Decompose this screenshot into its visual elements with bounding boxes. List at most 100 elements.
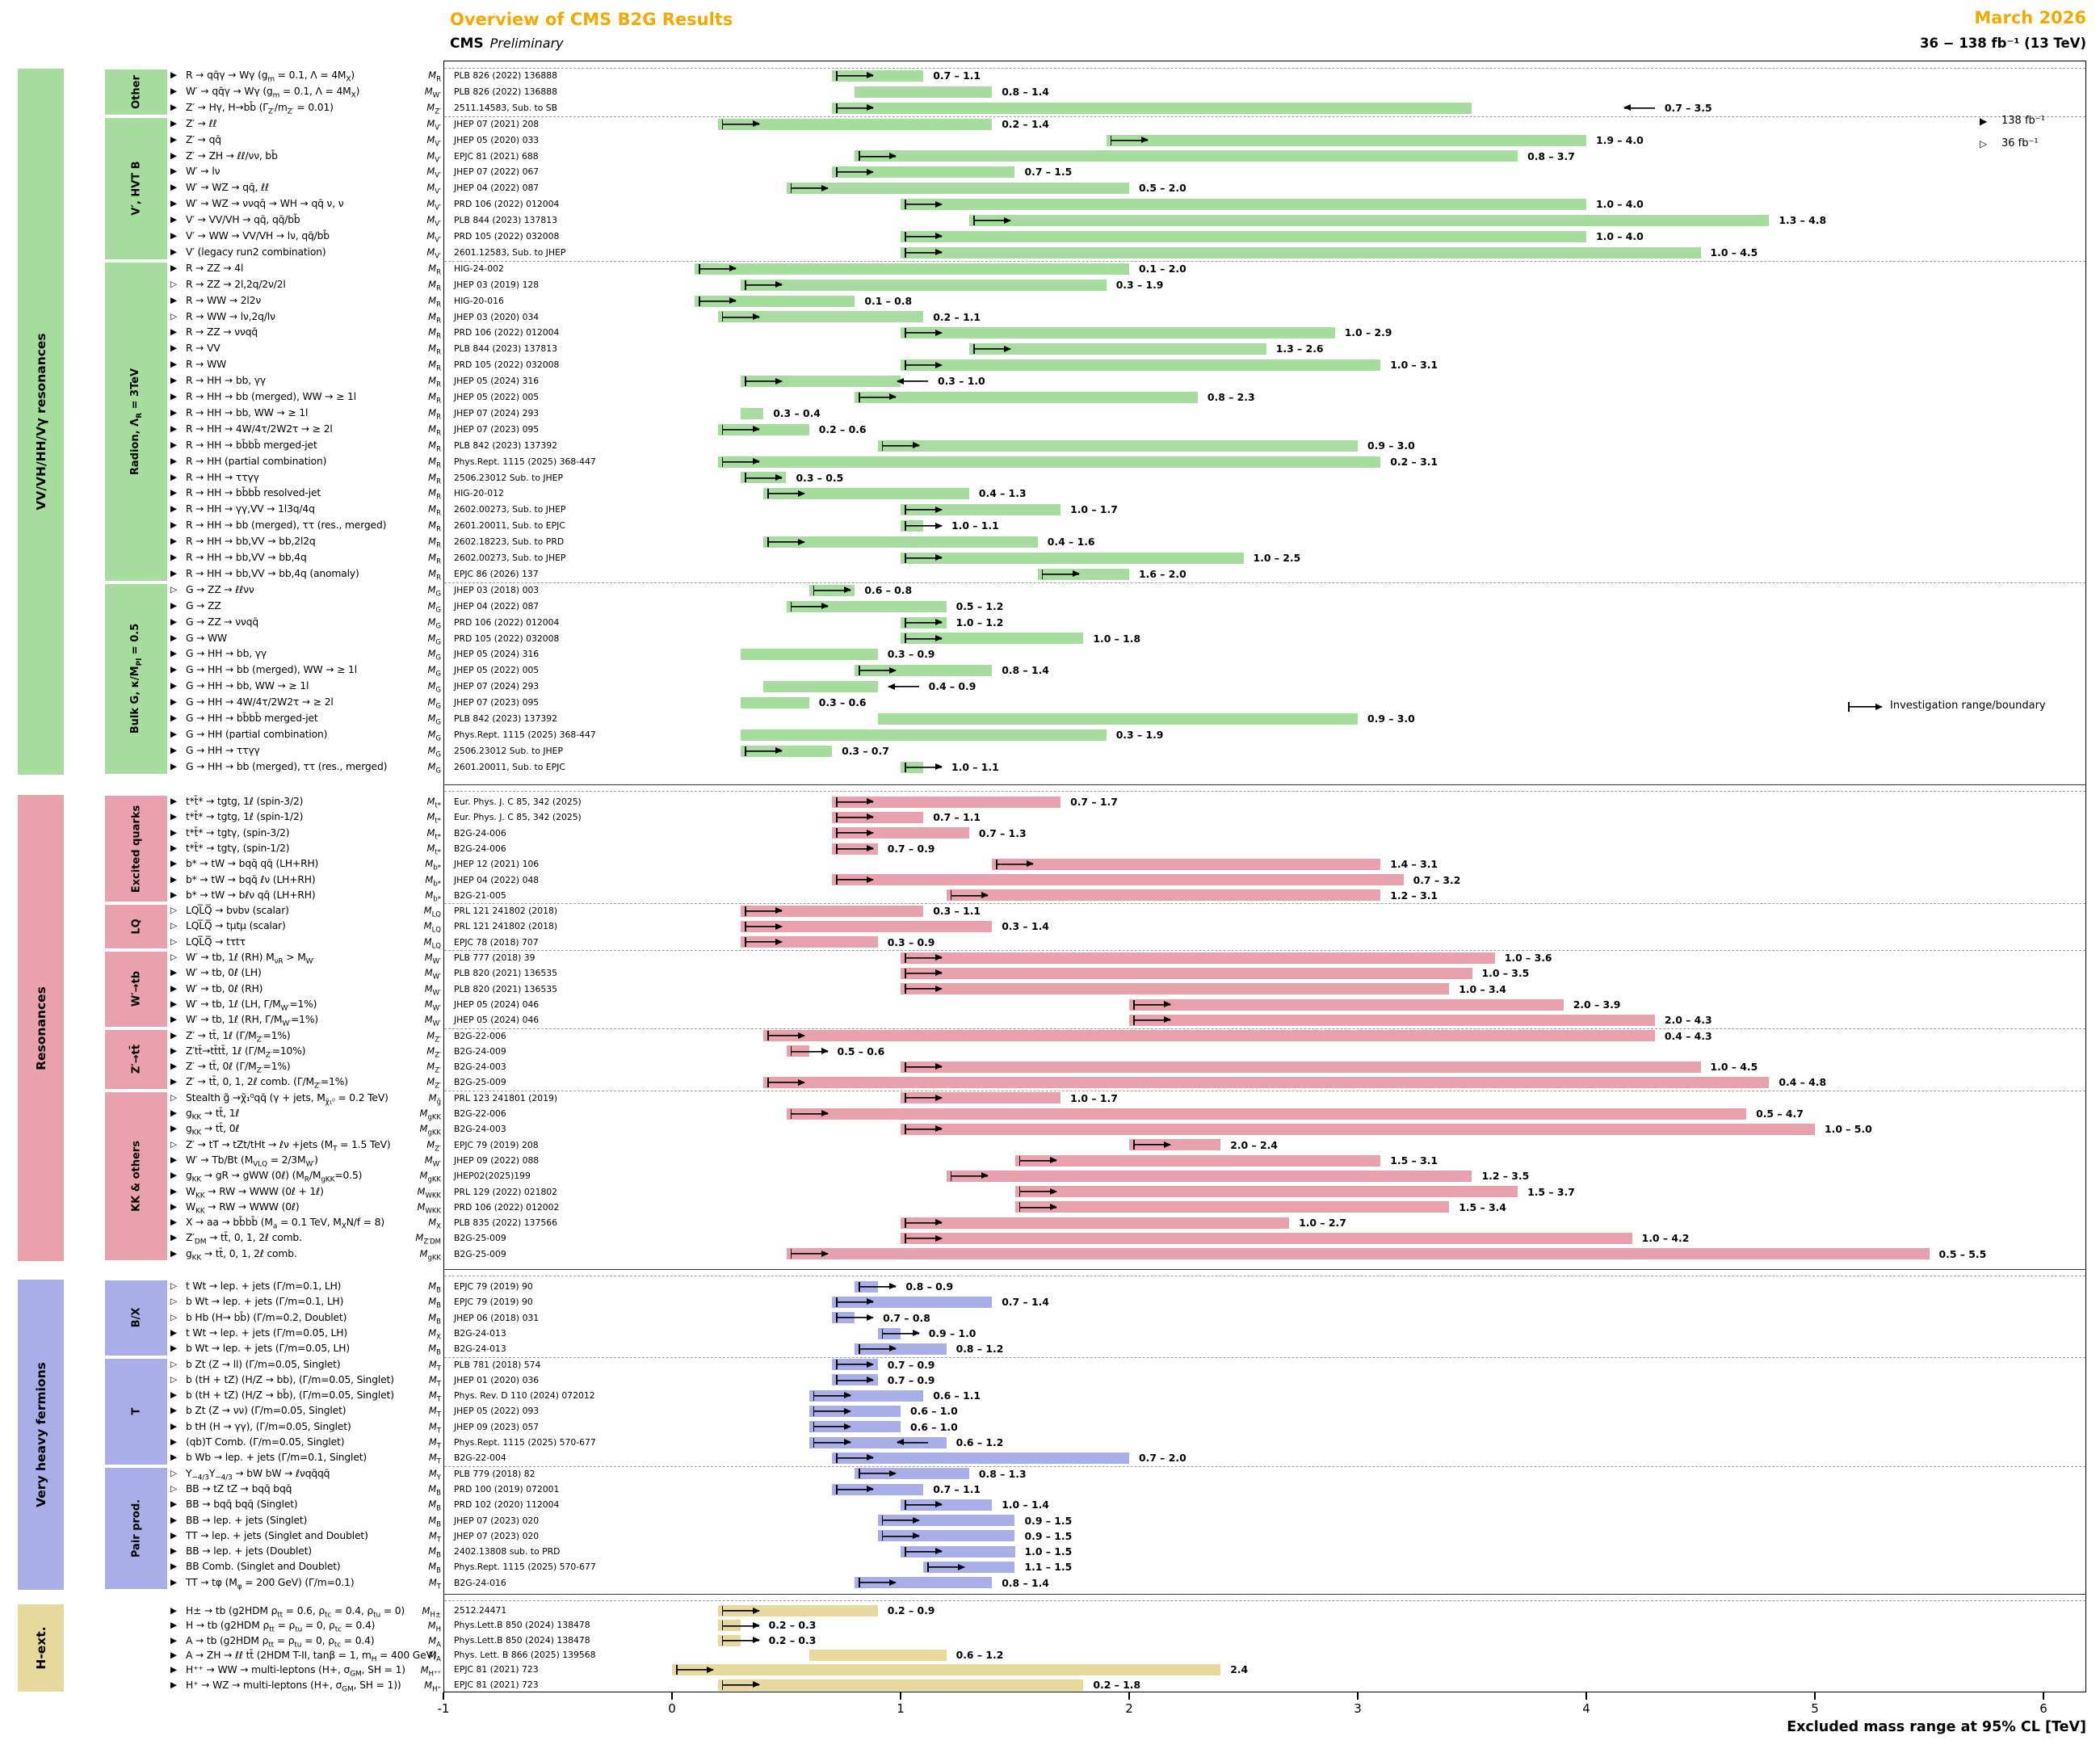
range-label: 1.0 – 2.5 bbox=[1253, 552, 1301, 564]
process-label: X → aa → bb̄bb̄ (Ma = 0.1 TeV, MXN/f = 8… bbox=[186, 1217, 384, 1231]
mass-label: MW′ bbox=[424, 982, 441, 997]
exclusion-bar bbox=[763, 488, 969, 500]
lumi-marker-icon: ▶ bbox=[170, 1233, 178, 1243]
process-label: W′ → qq̄γ → Wγ (gm = 0.1, Λ = 4MX) bbox=[186, 85, 360, 100]
axis-tick-label: 5 bbox=[1811, 1701, 1819, 1716]
lumi-marker-icon: ▶ bbox=[170, 697, 178, 708]
mass-label: MR bbox=[428, 278, 441, 292]
reference-label: PRD 102 (2020) 112004 bbox=[454, 1499, 560, 1511]
range-label: 0.3 – 0.7 bbox=[842, 744, 889, 757]
boundary-arrow-icon bbox=[881, 1328, 920, 1339]
lumi-marker-icon: ▶ bbox=[170, 998, 178, 1009]
result-row: ▶ V′ → WW → VV/VH → lν, qq̄/bb̄ MV′ PRD 105… bbox=[0, 229, 2100, 245]
result-row: ▶ A → tb (g2HDM ρtt = ρtu = 0, ρtc = 0.4)… bbox=[0, 1633, 2100, 1649]
exclusion-bar bbox=[740, 921, 993, 933]
process-label: Y−4/3Y−4/3 → bW bW → ℓνqq̄qq̄ bbox=[186, 1467, 330, 1482]
lumi-marker-icon: ▷ bbox=[170, 936, 178, 947]
axis-tick-label: 6 bbox=[2039, 1701, 2048, 1716]
range-label: 0.3 – 1.9 bbox=[1115, 278, 1164, 291]
range-label: 0.2 – 3.1 bbox=[1390, 455, 1438, 468]
lumi-marker-icon: ▶ bbox=[170, 1124, 178, 1134]
boundary-arrow-icon bbox=[813, 1422, 851, 1432]
process-label: TT → tφ (Mφ = 200 GeV) (Γ/m=0.1) bbox=[186, 1576, 355, 1591]
mass-label: MG bbox=[427, 713, 441, 727]
result-row: ▶ R → WW MR PRD 105 (2022) 032008 1.0 – 3.1 bbox=[0, 357, 2100, 373]
process-label: Z′ → ℓℓ bbox=[186, 117, 217, 129]
result-row: ▶ gKK → gR → gWW (0ℓ) (MR/MgKK=0.5) MgKK JH… bbox=[0, 1168, 2100, 1183]
reference-label: B2G-25-009 bbox=[454, 1248, 506, 1259]
process-label: R → WW bbox=[186, 359, 227, 371]
range-label: 0.7 – 0.9 bbox=[887, 1373, 935, 1386]
group-label: B/X bbox=[130, 1307, 142, 1328]
result-row: ▶ R → HH → 4W/4τ/2W2τ → ≥ 2l MR JHEP 07 (20… bbox=[0, 422, 2100, 438]
lumi-marker-icon: ▶ bbox=[170, 983, 178, 994]
mass-label: MT bbox=[428, 1358, 441, 1373]
lumi-marker-icon: ▶ bbox=[170, 1171, 178, 1181]
lumi-marker-icon: ▶ bbox=[170, 1030, 178, 1040]
process-label: b* → tW → bℓν qq̄ (LH+RH) bbox=[186, 889, 316, 901]
process-label: Z′ → tT → tZt/tHt → ℓν +jets (MT = 1.5 T… bbox=[186, 1138, 391, 1154]
process-label: R → HH → γγ,VV → 1l3q/4q bbox=[186, 503, 315, 515]
boundary-arrow-icon bbox=[744, 937, 783, 948]
result-row: ▶ b Wt → lep. + jets (Γ/m=0.05, LH) MB B2G-… bbox=[0, 1341, 2100, 1356]
exclusion-bar bbox=[786, 1248, 1930, 1260]
lumi-marker-icon: ▶ bbox=[170, 1186, 178, 1196]
reference-label: Phys.Lett.B 850 (2024) 138478 bbox=[454, 1634, 590, 1646]
reference-label: PLB 820 (2021) 136535 bbox=[454, 983, 557, 994]
process-label: H⁺⁺ → WW → multi-leptons (H+, σGM, SH = … bbox=[186, 1664, 405, 1679]
lumi-marker-icon: ▶ bbox=[170, 423, 178, 434]
reference-label: EPJC 81 (2021) 688 bbox=[454, 150, 539, 162]
mass-label: Mt* bbox=[426, 826, 441, 841]
process-label: b Zt (Z → ll) (Γ/m=0.05, Singlet) bbox=[186, 1358, 341, 1370]
axis-tick-label: 0 bbox=[668, 1701, 676, 1716]
exclusion-bar bbox=[763, 1030, 1655, 1042]
lumi-marker-icon: ▶ bbox=[170, 568, 178, 578]
exclusion-bar bbox=[877, 439, 1358, 452]
process-label: W′ → tb, 1ℓ (RH) MνR > MW′ bbox=[186, 952, 315, 966]
lumi-marker-icon: ▶ bbox=[170, 827, 178, 838]
lumi-marker-icon: ▶ bbox=[170, 1108, 178, 1118]
mass-label: MR bbox=[428, 69, 441, 84]
result-row: ▶ R → VV MR PLB 844 (2023) 137813 1.3 – 2.6 bbox=[0, 341, 2100, 357]
result-row: ▶ BB → lep. + jets (Singlet) MB JHEP 07 (20… bbox=[0, 1513, 2100, 1528]
mass-label: MA bbox=[428, 1649, 441, 1664]
result-row: ▶ TT → lep. + jets (Singlet and Doublet) M… bbox=[0, 1528, 2100, 1544]
lumi-marker-icon: ▶ bbox=[170, 327, 178, 338]
process-label: t Wt → lep. + jets (Γ/m=0.05, LH) bbox=[186, 1326, 347, 1339]
mass-label: MH bbox=[427, 1620, 441, 1634]
boundary-arrow-icon bbox=[813, 1437, 851, 1448]
result-row: ▶ Z′ → Hγ, H→bb̄ (ΓZ′/mZ′ = 0.01) MZ′ 2511.… bbox=[0, 100, 2100, 116]
process-label: W′ → Tb/Bt (MVLQ = 2/3MW′) bbox=[186, 1154, 318, 1169]
boundary-arrow-icon bbox=[699, 263, 737, 274]
mass-label: MgKK bbox=[419, 1247, 441, 1262]
reference-label: 2601.20011, Sub. to EPJC bbox=[454, 520, 565, 532]
process-label: R → HH → bb,VV → bb,2l2q bbox=[186, 536, 316, 548]
boundary-arrow-icon bbox=[1018, 1187, 1057, 1197]
reference-label: Eur. Phys. J. C 85, 342 (2025) bbox=[454, 812, 582, 823]
boundary-arrow-icon bbox=[996, 859, 1035, 869]
boundary-arrow-icon bbox=[881, 1531, 920, 1541]
exclusion-bar bbox=[901, 1233, 1632, 1245]
lumi-marker-icon: ▶ bbox=[170, 1327, 178, 1338]
process-label: b* → tW → bqq̄ qq̄ (LH+RH) bbox=[186, 858, 319, 870]
section-box: H-ext. bbox=[18, 1604, 64, 1692]
mass-label: MV′ bbox=[426, 246, 441, 261]
mass-label: MR bbox=[428, 503, 441, 518]
reference-label: JHEP 07 (2022) 067 bbox=[454, 166, 540, 178]
mass-label: MT bbox=[428, 1420, 441, 1435]
process-label: Z′ → tt̄, 1ℓ (Γ/MZ′=1%) bbox=[186, 1029, 291, 1044]
boundary-arrow-icon bbox=[881, 440, 920, 451]
range-label: 0.6 – 1.2 bbox=[956, 1436, 1004, 1448]
exclusion-bar bbox=[901, 633, 1084, 645]
lumi-marker-icon: ▷ bbox=[170, 279, 178, 289]
boundary-arrow-icon bbox=[905, 984, 943, 994]
process-label: R → HH → bb,VV → bb,4q (anomaly) bbox=[186, 567, 359, 579]
range-label: 0.8 – 1.4 bbox=[1002, 1576, 1049, 1589]
lumi-marker-icon: ▶ bbox=[170, 1061, 178, 1072]
boundary-arrow-icon bbox=[972, 344, 1011, 355]
reference-label: EPJC 81 (2021) 723 bbox=[454, 1679, 539, 1690]
boundary-arrow-icon bbox=[859, 1469, 897, 1479]
mass-label: Mb* bbox=[425, 889, 441, 904]
exclusion-bar bbox=[901, 1123, 1815, 1135]
